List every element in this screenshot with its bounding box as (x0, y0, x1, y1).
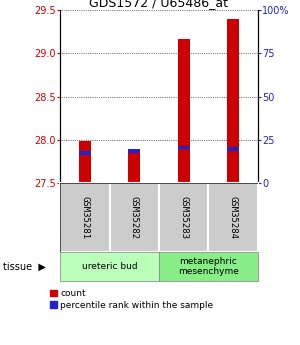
Bar (128, 149, 140, 153)
Bar (159, 183, 208, 252)
Text: metanephric
mesenchyme: metanephric mesenchyme (178, 257, 239, 276)
Bar (178, 146, 190, 149)
Bar (159, 252, 258, 281)
Bar (178, 39, 190, 183)
Text: GSM35282: GSM35282 (130, 196, 139, 239)
Bar (227, 19, 239, 183)
Bar (208, 183, 258, 252)
Text: GSM35283: GSM35283 (179, 196, 188, 239)
Bar (128, 152, 140, 183)
Text: GSM35284: GSM35284 (229, 196, 238, 239)
Bar (79, 151, 91, 155)
Bar (227, 147, 239, 151)
Text: GSM35281: GSM35281 (80, 196, 89, 239)
Bar (60, 252, 159, 281)
Legend: count, percentile rank within the sample: count, percentile rank within the sample (50, 289, 214, 310)
Text: tissue  ▶: tissue ▶ (3, 262, 46, 272)
Bar (60, 183, 110, 252)
Title: GDS1572 / U65486_at: GDS1572 / U65486_at (89, 0, 229, 9)
Bar (79, 141, 91, 183)
Bar (110, 183, 159, 252)
Text: ureteric bud: ureteric bud (82, 262, 137, 271)
